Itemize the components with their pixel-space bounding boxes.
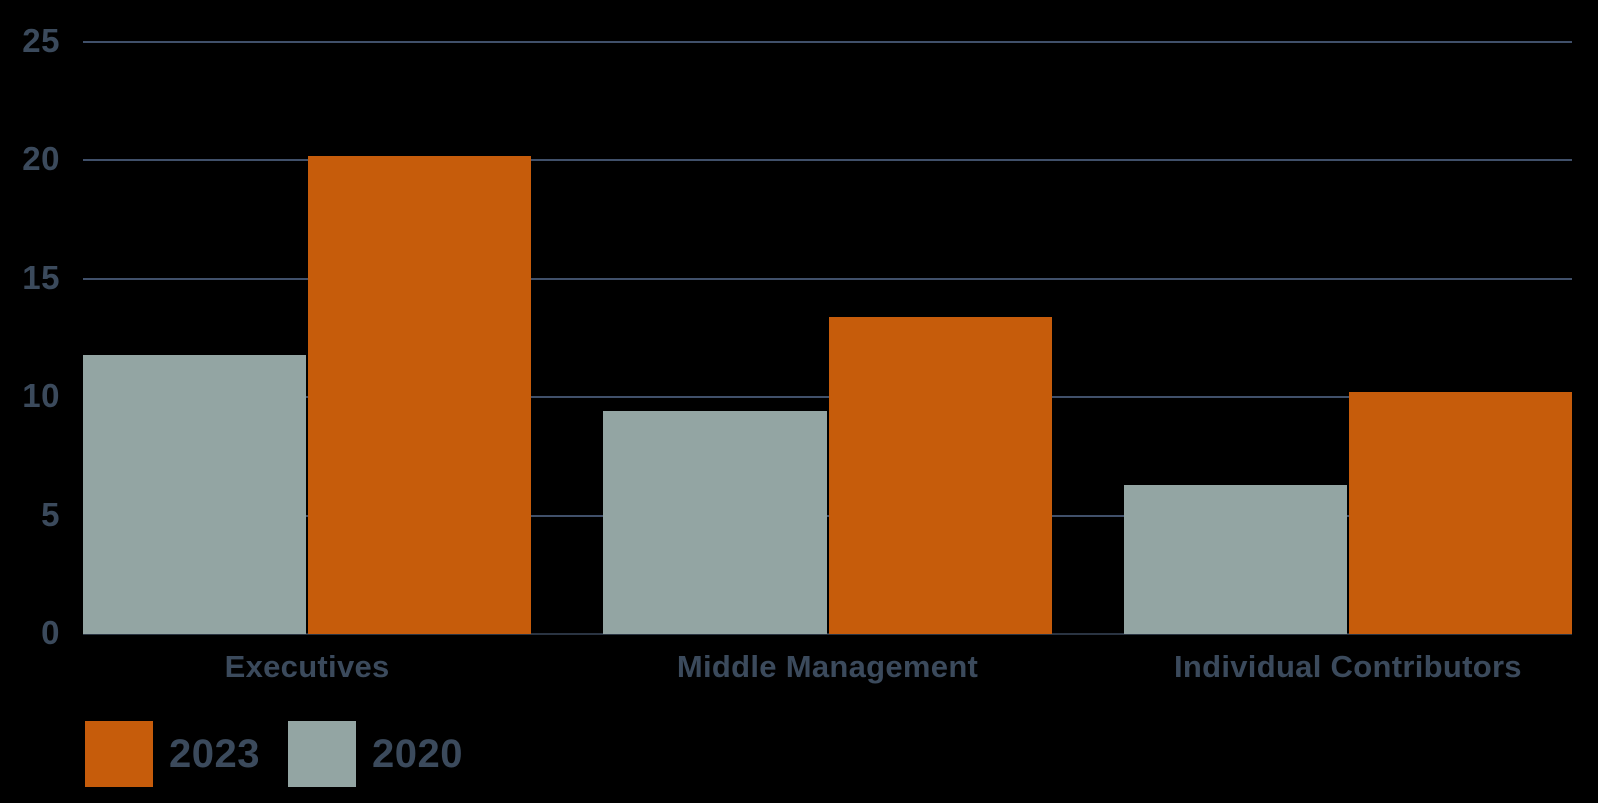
bar-middle-management-2023 — [828, 316, 1052, 634]
y-axis: 0 5 10 15 20 25 — [0, 22, 60, 651]
legend-swatch-2023 — [85, 721, 153, 787]
gridline-0 — [83, 633, 1572, 635]
y-axis-tick-label-10: 10 — [22, 377, 60, 415]
bar-groups: Executives Middle Management Individual Co… — [83, 42, 1572, 684]
legend-swatch-2020 — [287, 721, 356, 787]
bar-executives-2023 — [308, 155, 532, 634]
legend: 2023 2020 — [85, 721, 491, 787]
bar-individual-contributors-2020 — [1123, 484, 1347, 634]
y-axis-tick-label-5: 5 — [41, 495, 60, 533]
y-axis-tick-label-20: 20 — [22, 140, 60, 178]
legend-label-2023: 2023 — [169, 731, 260, 776]
y-axis-tick-label-25: 25 — [22, 22, 60, 60]
legend-item-2020: 2020 — [287, 721, 463, 787]
gridline-25 — [83, 41, 1572, 43]
bar-group-individual-contributors: Individual Contributors — [1123, 42, 1572, 684]
plot-area: Executives Middle Management Individual Co… — [83, 41, 1572, 684]
y-axis-tick-label-0: 0 — [41, 614, 60, 652]
x-axis-label-executives: Executives — [224, 649, 390, 684]
x-axis-label-middle-management: Middle Management — [676, 649, 979, 684]
bar-middle-management-2020 — [603, 411, 827, 634]
bar-executives-2020 — [83, 354, 307, 634]
bar-group-executives: Executives — [83, 42, 532, 684]
bar-group-middle-management: Middle Management — [603, 42, 1052, 684]
gridline-20 — [83, 159, 1572, 162]
legend-item-2023: 2023 — [85, 721, 260, 787]
gridline-5 — [83, 514, 1572, 517]
x-axis-label-individual-contributors: Individual Contributors — [1173, 649, 1522, 684]
bar-individual-contributors-2023 — [1348, 392, 1572, 634]
y-axis-tick-label-15: 15 — [22, 259, 60, 297]
gridline-15 — [83, 277, 1572, 280]
gridline-10 — [83, 396, 1572, 399]
legend-label-2020: 2020 — [371, 731, 463, 776]
